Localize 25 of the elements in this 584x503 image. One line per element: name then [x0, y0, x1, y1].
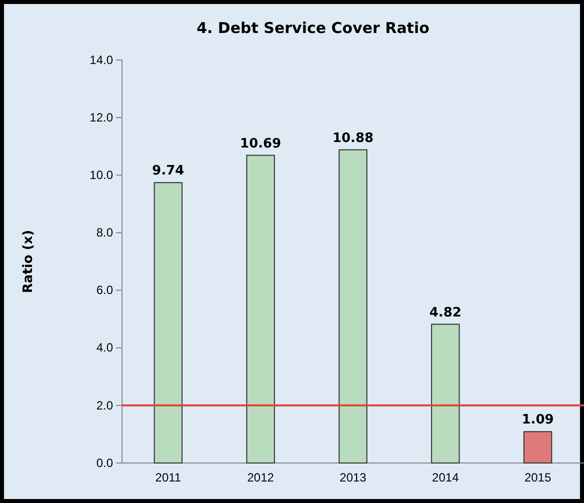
y-tick-label: 4.0: [96, 340, 114, 355]
x-tick-label: 2013: [340, 470, 367, 485]
data-label: 9.74: [152, 164, 184, 179]
y-tick-label: 0.0: [96, 456, 114, 470]
bar: [246, 154, 275, 464]
bar: [523, 431, 552, 464]
x-tick-label: 2014: [432, 470, 460, 485]
y-tick-label: 8.0: [96, 226, 114, 240]
bar: [431, 324, 460, 464]
y-tick-label: 6.0: [96, 283, 114, 298]
y-tick-label: 10.0: [90, 168, 114, 182]
data-label: 10.69: [240, 136, 282, 152]
data-label: 4.82: [429, 305, 462, 320]
y-tick-label: 2.0: [96, 398, 114, 412]
y-tick-label: 12.0: [90, 110, 114, 124]
chart-title: 4. Debt Service Cover Ratio: [196, 19, 430, 37]
x-tick-label: 2015: [524, 470, 552, 485]
bar: [154, 182, 183, 464]
data-label: 10.88: [332, 130, 374, 146]
data-label: 1.09: [522, 412, 554, 428]
x-tick-label: 2012: [247, 470, 274, 485]
y-tick-label: 14.0: [90, 52, 114, 67]
x-tick-label: 2011: [155, 470, 182, 485]
bar: [338, 149, 368, 464]
y-axis-title: Ratio (x): [21, 230, 36, 294]
